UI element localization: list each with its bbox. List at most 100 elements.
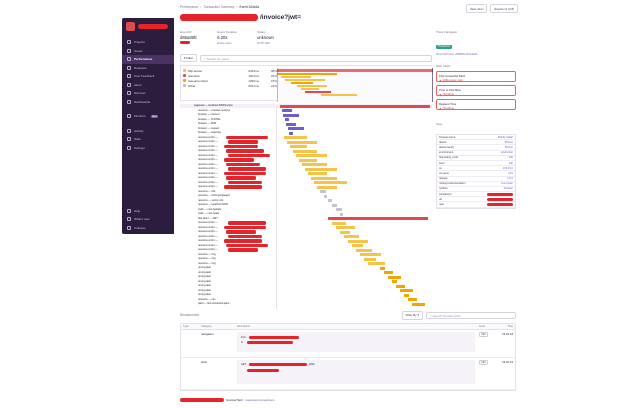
- span-bar[interactable]: [360, 253, 381, 257]
- span-bar[interactable]: [328, 199, 332, 203]
- span-row[interactable]: ui.long-task: [180, 289, 432, 293]
- tag-value[interactable]: iPhone: [504, 145, 513, 149]
- view-json-button[interactable]: View Json: [465, 4, 488, 13]
- tag-value[interactable]: iOS: [508, 171, 513, 175]
- span-row[interactable]: mark — nuxt-hydrate: [180, 208, 432, 212]
- span-bar[interactable]: [320, 190, 326, 194]
- span-bar[interactable]: [368, 262, 385, 266]
- span-row[interactable]: resource — img: [180, 257, 432, 261]
- minimap-chart[interactable]: [277, 66, 433, 102]
- span-bar[interactable]: [324, 194, 327, 198]
- span-row[interactable]: resource — link: [180, 190, 432, 194]
- span-row[interactable]: resource.script —: [180, 163, 432, 167]
- span-row[interactable]: resource — fonts.googleapis: [180, 194, 432, 198]
- tag-value[interactable]: info: [508, 161, 513, 165]
- sidebar-item-stats[interactable]: Stats: [122, 135, 174, 144]
- span-bar[interactable]: [388, 275, 401, 279]
- span-bar[interactable]: [404, 293, 409, 297]
- span-row[interactable]: resource.script —: [180, 136, 432, 140]
- view-full-trace-link[interactable]: View Full Trace: 3f0d8b6c1b1e4a2b: [436, 53, 478, 56]
- span-row[interactable]: browser — TLS/SSL: [180, 118, 432, 122]
- span-row[interactable]: resource — browser.nuxtjs.js: [180, 109, 432, 113]
- filter-by-button[interactable]: Filter By ▾: [401, 310, 423, 320]
- tag-value[interactable]: 200: [508, 156, 513, 160]
- tag-row[interactable]: os iOS 15.0: [437, 166, 515, 172]
- span-row[interactable]: paint — first-contentful-paint: [180, 302, 432, 306]
- web-vital-card[interactable]: Request Time ▲ 710.00ms: [436, 99, 516, 110]
- footer-link[interactable]: pageload transactions: [245, 398, 275, 402]
- tag-value[interactable]: 1.0.0: [507, 177, 513, 181]
- span-bar[interactable]: [396, 284, 405, 288]
- span-bar[interactable]: [356, 248, 372, 252]
- span-row[interactable]: ui.long-task: [180, 280, 432, 284]
- span-bar[interactable]: [328, 217, 428, 221]
- span-row[interactable]: resource.script —: [180, 185, 432, 189]
- span-bar[interactable]: [280, 104, 430, 108]
- footer-path[interactable]: /invoice?jwt=: [226, 398, 244, 402]
- span-bar[interactable]: [308, 172, 327, 176]
- span-bar[interactable]: [336, 226, 355, 230]
- span-row[interactable]: resource — css: [180, 298, 432, 302]
- span-bar[interactable]: [311, 176, 337, 180]
- span-row[interactable]: ui.long-task: [180, 275, 432, 279]
- span-row[interactable]: ui.long-task: [180, 293, 432, 297]
- sidebar-item-monitors[interactable]: Monitors beta: [122, 112, 174, 121]
- events-nav-button[interactable]: Events (2 of 8): [490, 4, 518, 13]
- sidebar-item-user-feedback[interactable]: User Feedback: [122, 72, 174, 81]
- span-row[interactable]: resource — img: [180, 253, 432, 257]
- span-row[interactable]: resource.script —: [180, 230, 432, 234]
- span-search-input[interactable]: ⌕ Search for spans: [200, 54, 432, 62]
- sidebar-item-performance[interactable]: Performance: [122, 55, 174, 64]
- span-row[interactable]: resource — sentry-cdn: [180, 199, 432, 203]
- span-bar[interactable]: [400, 289, 413, 293]
- span-bar[interactable]: [332, 221, 346, 225]
- span-bar[interactable]: [412, 302, 425, 306]
- span-bar[interactable]: [340, 230, 350, 234]
- span-bar[interactable]: [289, 131, 293, 135]
- tag-value[interactable]: browser: [503, 187, 513, 191]
- tag-value[interactable]: vue-router: [501, 182, 513, 186]
- span-row[interactable]: resource.script —: [180, 235, 432, 239]
- span-bar[interactable]: [352, 244, 363, 248]
- span-row[interactable]: mark — nuxt-ready: [180, 212, 432, 216]
- tag-row[interactable]: device.family iPhone: [437, 145, 515, 151]
- tag-row[interactable]: browser.name Mobile Safari: [437, 135, 515, 141]
- span-row[interactable]: resource.script —: [180, 140, 432, 144]
- span-row[interactable]: resource.script —: [180, 145, 432, 149]
- tag-row[interactable]: http.status_code 200: [437, 156, 515, 161]
- span-bar[interactable]: [340, 212, 343, 216]
- span-bar[interactable]: [305, 167, 337, 171]
- span-bar[interactable]: [302, 163, 327, 167]
- span-bar[interactable]: [296, 154, 327, 158]
- web-vital-card[interactable]: Time to First Byte ▲ 710.00ms: [436, 85, 516, 96]
- span-bar[interactable]: [283, 113, 299, 117]
- breadcrumb-performance[interactable]: Performance: [180, 5, 199, 9]
- span-row[interactable]: browser — connect: [180, 113, 432, 117]
- span-bar[interactable]: [287, 140, 317, 144]
- sidebar-item-issues[interactable]: Issues: [122, 47, 174, 56]
- tag-value[interactable]: iOS 15.0: [502, 166, 513, 170]
- trace-minimap[interactable]: http.server 6049ms 98% resource 1604ms 23% res…: [180, 65, 433, 102]
- tag-row[interactable]: url: [437, 197, 515, 203]
- span-bar[interactable]: [284, 136, 307, 140]
- sidebar-item-help[interactable]: Help: [122, 207, 174, 216]
- breadcrumb-row[interactable]: navigation from: to: Info 15:22:18: [181, 330, 515, 358]
- tag-row[interactable]: release 1.0.0: [437, 177, 515, 182]
- span-bar[interactable]: [314, 181, 347, 185]
- org-switcher[interactable]: [122, 18, 174, 34]
- tag-row[interactable]: environment production: [437, 151, 515, 156]
- span-row[interactable]: http.client — GET: [180, 217, 432, 221]
- span-bar[interactable]: [408, 298, 417, 302]
- span-bar[interactable]: [290, 145, 307, 149]
- span-bar[interactable]: [281, 109, 292, 113]
- span-bar[interactable]: [348, 239, 368, 243]
- span-bar[interactable]: [286, 122, 296, 126]
- sidebar-item-releases[interactable]: Releases: [122, 64, 174, 73]
- span-row[interactable]: resource.script —: [180, 154, 432, 158]
- tag-row[interactable]: routing.instrumentation vue-router: [437, 182, 515, 187]
- span-bar[interactable]: [284, 118, 289, 122]
- breadcrumb-transaction-summary[interactable]: Transaction Summary: [203, 5, 235, 9]
- span-row[interactable]: pageload — localhost:3000/invoice: [180, 104, 432, 109]
- tag-row[interactable]: os.name iOS: [437, 171, 515, 177]
- span-row[interactable]: resource.script —: [180, 167, 432, 171]
